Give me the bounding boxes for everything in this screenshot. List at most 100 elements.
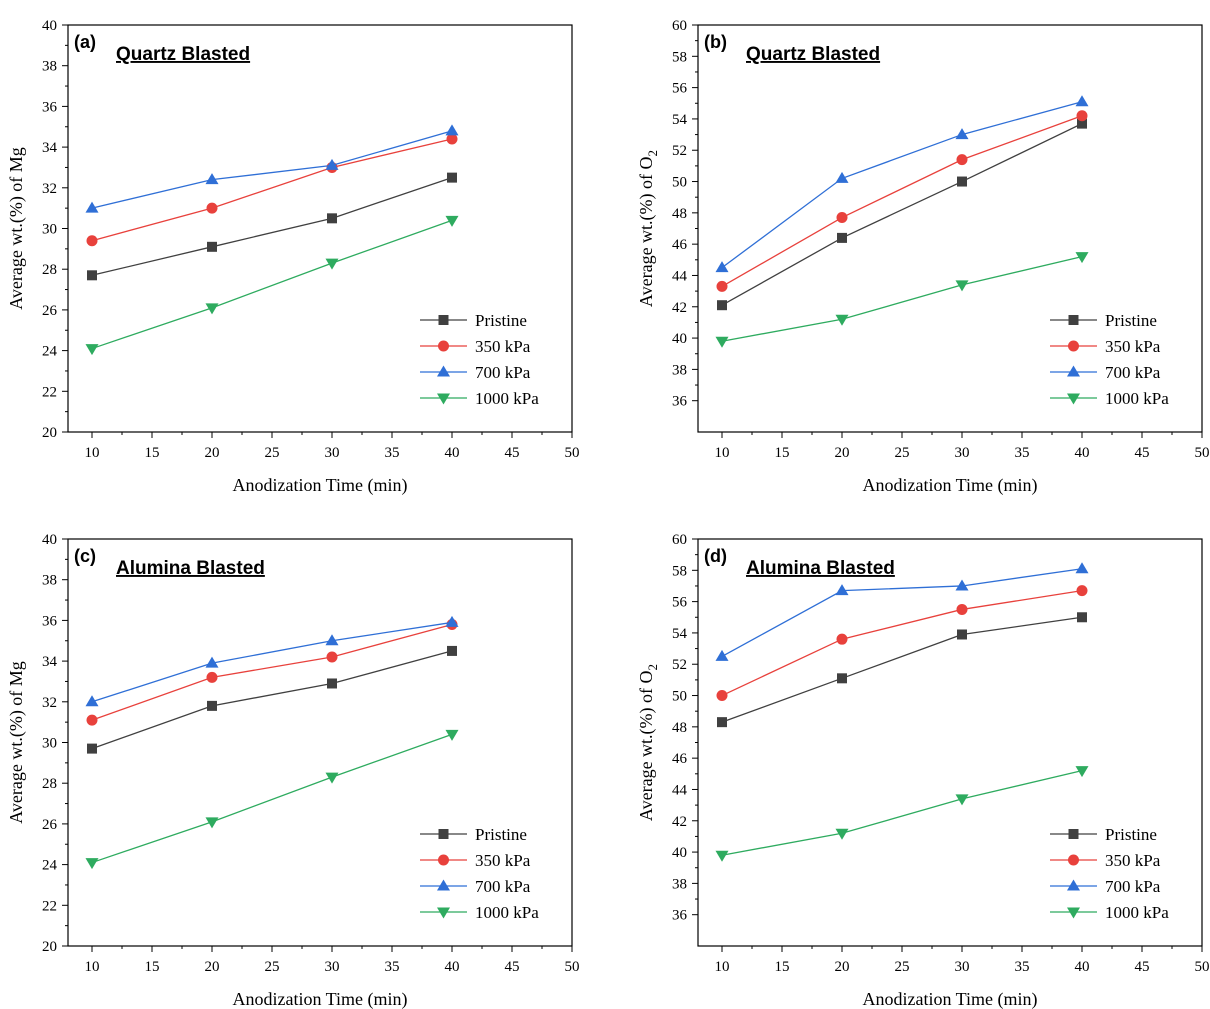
y-tick-label: 46	[672, 237, 688, 253]
panel-title: Alumina Blasted	[746, 558, 895, 579]
y-tick-label: 32	[42, 695, 57, 711]
series-line	[721, 123, 1083, 306]
y-tick-label: 34	[42, 140, 58, 156]
series-line	[91, 219, 453, 350]
data-point	[1076, 110, 1088, 122]
y-tick-label: 46	[672, 751, 688, 767]
legend-marker	[1067, 907, 1080, 919]
y-axis-title-subscript: 2	[645, 150, 660, 157]
series-line	[91, 623, 453, 721]
data-point	[835, 171, 849, 183]
data-point	[325, 634, 339, 646]
y-tick-label: 60	[672, 18, 687, 34]
chart-panel: 10 15 20 25 30 35 40 45 50 20 22 24 26 28 30 32 34 36 38 40…	[6, 532, 580, 1009]
x-tick-label: 10	[715, 445, 730, 461]
series-line	[91, 621, 453, 703]
x-tick-label: 25	[265, 959, 280, 975]
y-tick-label: 40	[672, 845, 687, 861]
y-tick-label: 26	[42, 303, 58, 319]
x-axis-title: Anodization Time (min)	[233, 475, 408, 496]
data-point	[835, 314, 849, 326]
y-tick-label: 48	[672, 206, 687, 222]
y-tick-label: 38	[672, 876, 687, 892]
data-point	[447, 645, 457, 656]
panel-label: (d)	[704, 546, 727, 566]
panel-label: (c)	[74, 546, 96, 566]
data-point	[835, 828, 849, 840]
data-point	[327, 213, 337, 224]
y-tick-label: 36	[42, 99, 58, 115]
y-tick-label: 28	[42, 262, 57, 278]
series-line	[91, 733, 453, 864]
data-point	[325, 258, 339, 270]
legend-label: 1000 kPa	[1105, 903, 1169, 922]
legend-marker	[438, 340, 449, 352]
data-point	[716, 690, 728, 702]
data-point	[87, 270, 97, 281]
x-tick-label: 15	[145, 959, 160, 975]
x-tick-label: 30	[955, 445, 970, 461]
legend-marker	[437, 879, 450, 891]
data-point	[85, 344, 99, 356]
panel-title: Quartz Blasted	[116, 44, 250, 65]
y-tick-label: 56	[672, 595, 688, 611]
series-line	[91, 130, 453, 209]
chart-panel: 10 15 20 25 30 35 40 45 50 36 38 40 42 44 46 48 50 52 54 56…	[636, 532, 1210, 1009]
legend-label: 350 kPa	[475, 337, 531, 356]
y-tick-label: 36	[672, 394, 688, 410]
data-point	[205, 173, 219, 185]
y-tick-label: 58	[672, 49, 687, 65]
data-point	[1077, 118, 1087, 129]
data-point	[326, 651, 338, 663]
series-line	[721, 590, 1083, 697]
data-point	[205, 656, 219, 668]
y-axis-title-main: Average wt.(%) of Mg	[6, 147, 27, 310]
legend-label: 700 kPa	[1105, 877, 1161, 896]
data-point	[837, 673, 847, 684]
x-tick-label: 10	[85, 959, 100, 975]
data-point	[207, 241, 217, 252]
y-tick-label: 26	[42, 817, 58, 833]
y-tick-label: 28	[42, 776, 57, 792]
data-point	[205, 817, 219, 829]
legend-label: Pristine	[1105, 311, 1157, 330]
data-point	[715, 649, 729, 661]
x-tick-label: 35	[385, 445, 400, 461]
panel-title: Alumina Blasted	[116, 558, 265, 579]
data-point	[325, 772, 339, 784]
data-point	[715, 336, 729, 348]
series-line	[721, 770, 1083, 856]
y-tick-label: 38	[42, 573, 57, 589]
data-point	[716, 280, 728, 292]
data-point	[956, 603, 968, 615]
y-tick-label: 44	[672, 268, 688, 284]
y-tick-label: 50	[672, 689, 687, 705]
y-tick-label: 38	[672, 362, 687, 378]
x-tick-label: 50	[1195, 445, 1210, 461]
legend-marker	[438, 829, 449, 839]
y-tick-label: 40	[42, 532, 57, 548]
data-point	[86, 714, 98, 726]
y-tick-label: 42	[672, 300, 687, 316]
legend-marker	[1067, 365, 1080, 377]
x-tick-label: 50	[565, 959, 580, 975]
y-tick-label: 20	[42, 425, 57, 441]
legend-label: Pristine	[1105, 825, 1157, 844]
y-tick-label: 30	[42, 736, 57, 752]
x-tick-label: 30	[955, 959, 970, 975]
data-point	[447, 172, 457, 183]
y-axis-title: Average wt.(%) of Mg	[6, 147, 27, 310]
legend-marker	[1067, 393, 1080, 405]
data-point	[207, 700, 217, 711]
legend-label: 700 kPa	[475, 877, 531, 896]
legend-label: 350 kPa	[1105, 337, 1161, 356]
data-point	[1075, 95, 1089, 107]
y-tick-label: 54	[672, 112, 688, 128]
x-tick-label: 50	[565, 445, 580, 461]
data-point	[955, 128, 969, 140]
series-line	[721, 568, 1083, 657]
x-tick-label: 15	[775, 959, 790, 975]
data-point	[87, 743, 97, 754]
legend-marker	[437, 393, 450, 405]
